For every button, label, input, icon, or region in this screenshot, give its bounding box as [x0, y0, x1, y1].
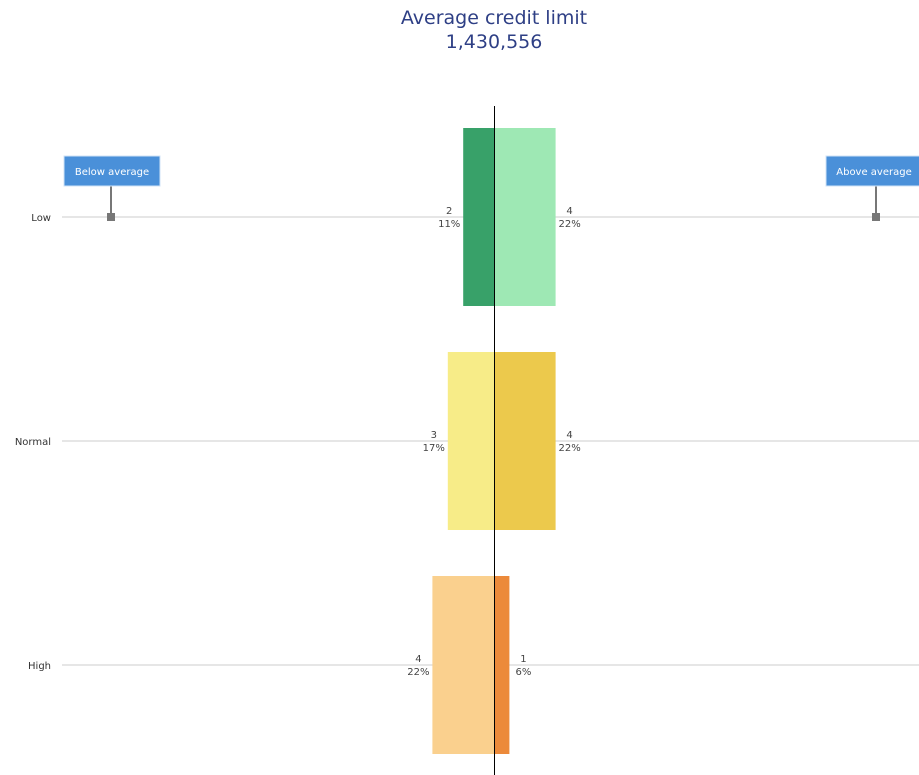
- data-label-below-value-normal: 3: [431, 430, 437, 441]
- marker-above-average-box: [825, 155, 919, 187]
- data-label-below-percent-normal: 17%: [423, 443, 445, 454]
- marker-below-average-box: [63, 155, 161, 187]
- bar-above-high: [494, 576, 510, 754]
- chart-title: Average credit limit: [400, 7, 588, 29]
- data-label-below-value-low: 2: [446, 206, 452, 217]
- bar-above-normal: [494, 352, 556, 530]
- chart-subtitle: 1,430,556: [445, 31, 543, 53]
- marker-above-average-label: Above average: [836, 167, 912, 178]
- data-label-above-value-normal: 4: [566, 430, 572, 441]
- data-label-below-percent-low: 11%: [438, 219, 460, 230]
- marker-above-average-point: [872, 213, 880, 221]
- category-label-low: Low: [31, 213, 51, 224]
- data-label-above-percent-normal: 22%: [558, 443, 580, 454]
- data-label-below-percent-high: 22%: [407, 667, 429, 678]
- bar-below-low: [463, 128, 494, 306]
- data-label-above-value-low: 4: [566, 206, 572, 217]
- marker-below-average-point: [107, 213, 115, 221]
- marker-below-average-label: Below average: [75, 167, 149, 178]
- bar-above-low: [494, 128, 556, 306]
- bar-below-normal: [447, 352, 494, 530]
- data-label-above-percent-low: 22%: [558, 219, 580, 230]
- data-label-above-percent-high: 6%: [515, 667, 531, 678]
- data-label-above-value-high: 1: [520, 654, 526, 665]
- category-label-normal: Normal: [15, 437, 51, 448]
- data-label-below-value-high: 4: [415, 654, 421, 665]
- bar-below-high: [432, 576, 494, 754]
- chart-header: Average credit limit 1,430,556: [0, 6, 919, 54]
- category-label-high: High: [28, 661, 51, 672]
